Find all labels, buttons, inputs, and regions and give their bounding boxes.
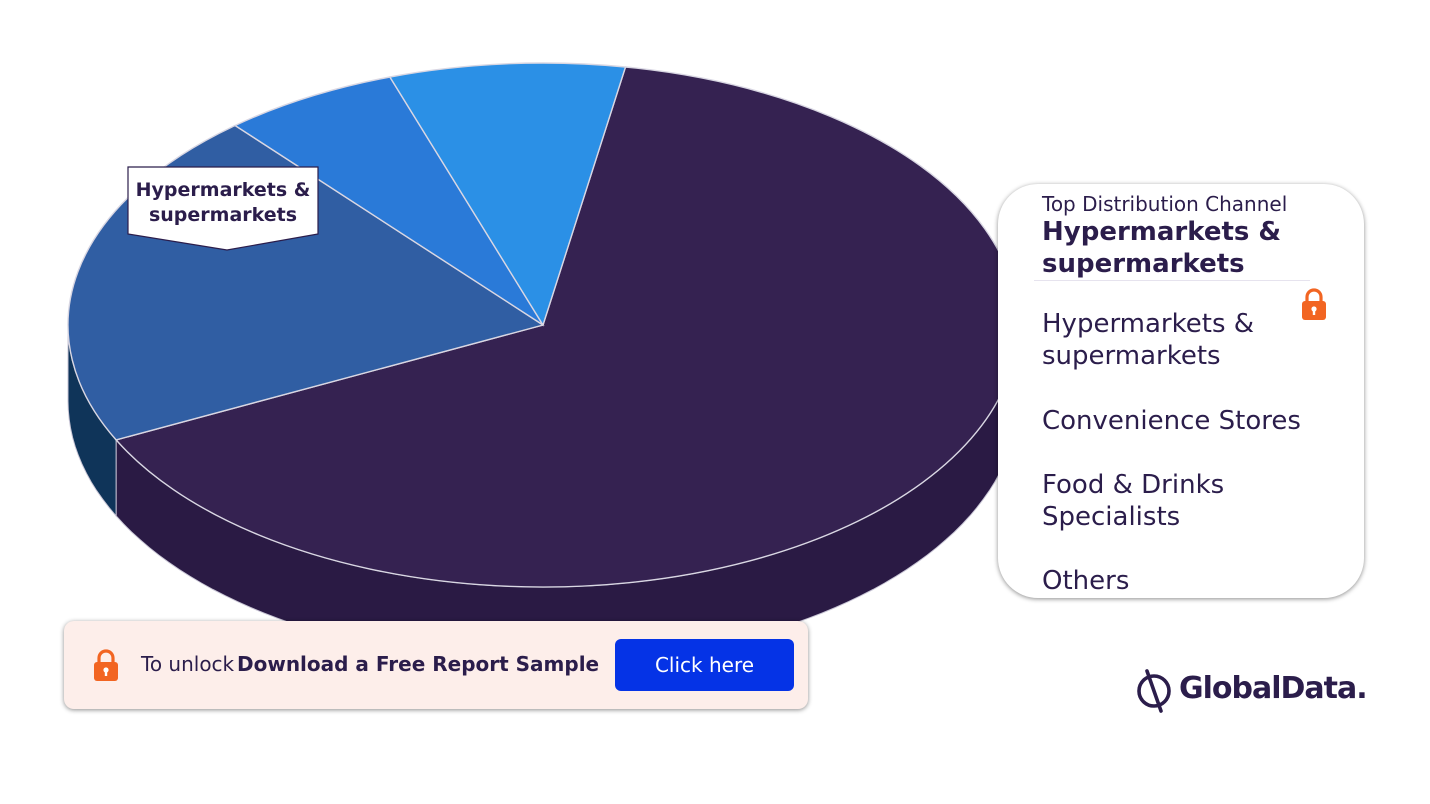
legend-item[interactable]: Food & Drinks Specialists xyxy=(1042,470,1225,532)
click-here-button[interactable]: Click here xyxy=(615,639,794,691)
globaldata-logo-icon xyxy=(1137,669,1171,713)
legend-item[interactable]: Convenience Stores xyxy=(1042,406,1301,436)
unlock-prefix: To unlock xyxy=(141,652,235,676)
legend-divider xyxy=(1034,280,1310,281)
lock-icon[interactable] xyxy=(1300,288,1328,324)
legend-item[interactable]: Others xyxy=(1042,566,1130,596)
callout-box xyxy=(127,166,319,251)
legend-top-value: Hypermarkets & supermarkets xyxy=(1042,217,1282,279)
pie-slice[interactable] xyxy=(114,66,1019,588)
pie-slice[interactable] xyxy=(233,76,544,326)
legend-caption: Top Distribution Channel xyxy=(1042,192,1288,216)
brand-name: GlobalData. xyxy=(1179,671,1368,706)
unlock-cta-text: Download a Free Report Sample xyxy=(237,652,600,676)
unlock-banner: To unlock Download a Free Report Sample … xyxy=(64,621,808,709)
pie-slice[interactable] xyxy=(388,62,627,327)
legend-item[interactable]: Hypermarkets & supermarkets xyxy=(1042,309,1255,371)
callout-label: Hypermarkets & supermarkets xyxy=(135,179,311,226)
lock-icon xyxy=(92,649,120,685)
globaldata-logo: GlobalData. xyxy=(1135,668,1368,714)
legend-panel[interactable]: Top Distribution Channel Hypermarkets & … xyxy=(998,184,1364,598)
pie-callout: Hypermarkets & supermarkets xyxy=(127,166,319,251)
